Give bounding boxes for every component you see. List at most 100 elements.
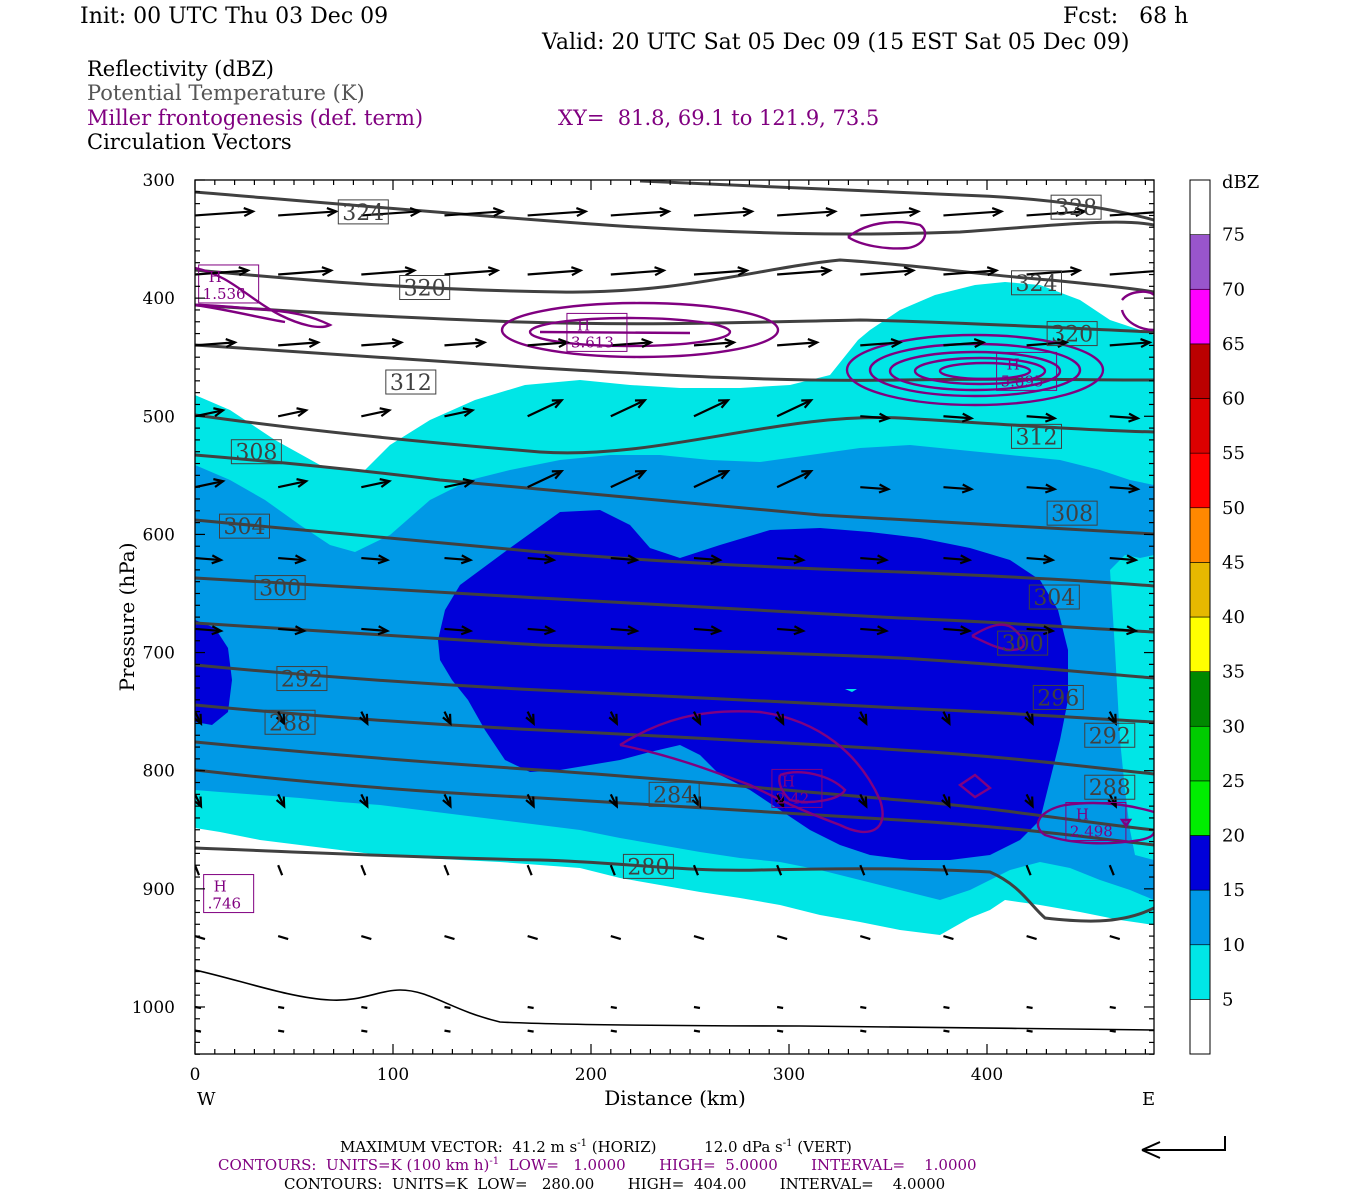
isentrope-label: 308 [1051, 502, 1093, 527]
colorbar-swatch [1189, 725, 1211, 782]
y-axis-title: Pressure (hPa) [115, 543, 139, 692]
reflectivity-region-15dbz [438, 510, 1068, 860]
circulation-vector [610, 935, 622, 941]
circulation-vector [444, 1029, 451, 1033]
colorbar-unit: dBZ [1222, 172, 1259, 193]
circulation-vectors [195, 207, 1154, 1033]
circulation-vector [610, 1005, 617, 1010]
circulation-vector [693, 266, 750, 277]
circulation-vector [693, 207, 755, 218]
valid-time: Valid: 20 UTC Sat 05 Dec 09 (15 EST Sat … [542, 30, 1130, 55]
circulation-vector [195, 338, 238, 349]
frontogenesis-max-box [1065, 802, 1127, 842]
isentrope-label-box [1028, 584, 1080, 610]
colorbar-level-label: 40 [1222, 607, 1245, 628]
isentrope-label-box [1050, 194, 1102, 220]
circulation-vector [361, 554, 391, 565]
circulation-vector [777, 625, 806, 636]
colorbar-swatch [1189, 343, 1211, 399]
axis-ticks [194, 179, 1154, 1055]
colorbar-swatch [1189, 562, 1211, 618]
circulation-vector [278, 207, 339, 218]
circulation-vector [1026, 266, 1083, 277]
circulation-vector [776, 1029, 784, 1033]
circulation-vector [774, 793, 785, 809]
y-tick-label: 600 [143, 525, 175, 545]
circulation-vector [860, 554, 889, 565]
colorbar-level-label: 30 [1222, 716, 1245, 737]
circulation-vector [527, 207, 589, 218]
x-tick-label: 400 [971, 1065, 1003, 1085]
isentrope-labels: 328 324 324 320 320 312 312 308 308 304 304 300 300 2… [219, 194, 1136, 880]
circulation-vector [776, 935, 788, 941]
circulation-vector [444, 478, 476, 489]
colorbar-swatch [1189, 616, 1211, 672]
circulation-vector [527, 338, 571, 349]
frontogenesis-max-value: 5.895 [1001, 372, 1044, 390]
circulation-vector [1026, 483, 1058, 494]
isentropes [195, 180, 1154, 923]
circulation-vector [776, 399, 814, 418]
circulation-vector [943, 935, 954, 941]
isentrope-label: 324 [1016, 272, 1058, 297]
init-time: Init: 00 UTC Thu 03 Dec 09 [80, 4, 389, 29]
east-label: E [1142, 1089, 1155, 1110]
y-tick-label: 800 [143, 762, 175, 782]
colorbar-level-label: 65 [1222, 334, 1245, 355]
circulation-vector [610, 470, 648, 489]
colorbar-level-label: 70 [1222, 279, 1245, 300]
circulation-vector [774, 711, 785, 727]
circulation-vector [444, 338, 488, 349]
frontogenesis-max-box [203, 874, 255, 914]
circulation-vector [1109, 554, 1139, 565]
plot-area: 328 324 324 320 320 312 312 308 308 304 304 300 300 2… [195, 180, 1154, 1054]
colorbar-swatch [1189, 671, 1211, 727]
circulation-vector [941, 711, 951, 727]
circulation-vector [1109, 412, 1141, 423]
circulation-vector [361, 266, 418, 277]
isentrope-label-box [385, 369, 437, 395]
circulation-vector [278, 338, 321, 349]
circulation-vector [860, 483, 891, 494]
colorbar-swatch [1189, 398, 1211, 454]
legend-potential-temperature: Potential Temperature (K) [87, 81, 365, 105]
circulation-vector [277, 864, 284, 876]
circulation-vector [1026, 207, 1088, 218]
circulation-vector [527, 470, 565, 489]
circulation-vector [860, 412, 891, 423]
circulation-vector [359, 793, 369, 809]
circulation-vector [1026, 935, 1037, 941]
circulation-vector [195, 266, 251, 277]
terrain-line [195, 969, 1154, 1031]
colorbar-level-label: 5 [1222, 989, 1233, 1010]
circulation-vector [361, 1005, 368, 1010]
colorbar-level-label: 45 [1222, 552, 1245, 573]
circulation-vector [691, 711, 702, 727]
circulation-vector [610, 338, 654, 349]
circulation-vector [693, 399, 731, 418]
circulation-vector [777, 266, 833, 277]
circulation-vector [860, 207, 921, 218]
circulation-vector [860, 338, 903, 349]
x-tick-label: 200 [575, 1065, 607, 1085]
colorbar-frame [1189, 179, 1211, 1055]
circulation-vector [943, 266, 1000, 277]
isentrope-label: 300 [259, 577, 301, 602]
isentrope-label-box [1032, 684, 1084, 710]
frontogenesis-max-value: 2.42 [776, 789, 809, 807]
circulation-vector [527, 554, 557, 565]
legend-miller-frontogenesis: Miller frontogenesis (def. term) [87, 106, 424, 130]
isentrope-label: 320 [1051, 323, 1093, 348]
circulation-vector [860, 625, 889, 636]
colorbar-swatch [1189, 889, 1211, 946]
colorbar-swatch [1189, 944, 1211, 1000]
circulation-vector [693, 935, 705, 941]
circulation-vector [444, 407, 476, 418]
x-axis-title: Distance (km) [604, 1086, 746, 1110]
circulation-vector [942, 864, 949, 876]
colorbar-level-label: 50 [1222, 498, 1245, 519]
circulation-vector [943, 483, 975, 494]
circulation-vector [693, 625, 723, 636]
circulation-vector [361, 935, 372, 941]
